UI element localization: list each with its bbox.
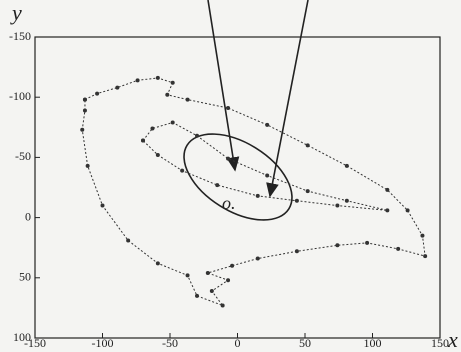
- x-tick-label: 50: [299, 336, 311, 350]
- point: [365, 241, 369, 245]
- point: [171, 120, 175, 124]
- point: [423, 254, 427, 258]
- x-tick-label: -50: [162, 336, 178, 350]
- outline: [143, 122, 387, 210]
- point: [215, 183, 219, 187]
- arrow: [208, 0, 235, 170]
- point: [83, 108, 87, 112]
- point: [180, 169, 184, 173]
- point: [420, 234, 424, 238]
- point: [406, 208, 410, 212]
- x-tick-label: 150: [431, 336, 449, 350]
- y-tick-label: -150: [9, 29, 31, 43]
- point: [171, 81, 175, 85]
- point: [156, 261, 160, 265]
- chart: y x o. -150-100-50050100150-150-100-5005…: [0, 0, 461, 352]
- point: [295, 199, 299, 203]
- point: [206, 271, 210, 275]
- point: [306, 143, 310, 147]
- point: [335, 204, 339, 208]
- point: [95, 92, 99, 96]
- x-tick-label: 100: [364, 336, 382, 350]
- y-tick-label: -100: [9, 89, 31, 103]
- point: [256, 257, 260, 261]
- point: [195, 294, 199, 298]
- point: [335, 243, 339, 247]
- point: [295, 249, 299, 253]
- point: [83, 98, 87, 102]
- point: [165, 93, 169, 97]
- point: [226, 278, 230, 282]
- point: [226, 157, 230, 161]
- point: [101, 204, 105, 208]
- point: [221, 303, 225, 307]
- point: [156, 76, 160, 80]
- point: [80, 128, 84, 132]
- point: [385, 188, 389, 192]
- point: [345, 164, 349, 168]
- point: [210, 289, 214, 293]
- point: [115, 86, 119, 90]
- point: [186, 273, 190, 277]
- outline: [82, 78, 425, 306]
- y-tick-label: 50: [19, 270, 31, 284]
- point: [86, 164, 90, 168]
- point: [150, 127, 154, 131]
- point: [141, 139, 145, 143]
- point: [186, 98, 190, 102]
- point: [256, 194, 260, 198]
- point: [345, 199, 349, 203]
- x-tick-label: -100: [92, 336, 114, 350]
- point: [226, 106, 230, 110]
- y-axis-label: y: [10, 0, 22, 25]
- y-tick-label: 100: [13, 330, 31, 344]
- point: [385, 208, 389, 212]
- x-tick-label: 0: [235, 336, 241, 350]
- point: [136, 78, 140, 82]
- point: [156, 153, 160, 157]
- point: [306, 189, 310, 193]
- point: [195, 134, 199, 138]
- point: [396, 247, 400, 251]
- point: [265, 123, 269, 127]
- y-tick-label: -50: [15, 149, 31, 163]
- point: [230, 264, 234, 268]
- ellipse: [169, 116, 307, 237]
- point: [126, 238, 130, 242]
- arrow: [270, 0, 308, 196]
- page: {"chart_data": {"type": "line", "y_label…: [0, 0, 461, 352]
- y-tick-label: 0: [25, 209, 31, 223]
- point: [265, 173, 269, 177]
